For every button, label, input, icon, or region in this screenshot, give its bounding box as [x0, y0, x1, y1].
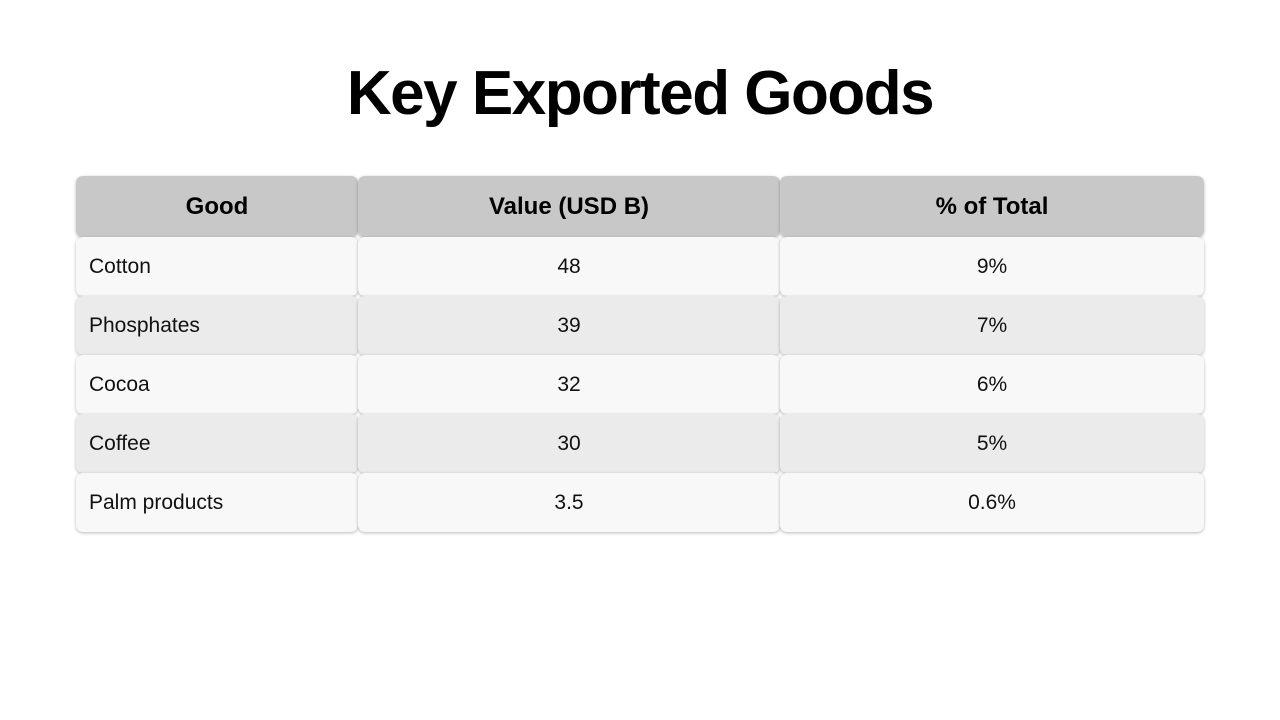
slide-title: Key Exported Goods [346, 59, 935, 128]
table-header-row: Good Value (USD B) % of Total [76, 176, 1204, 237]
cell-good: Palm products [76, 473, 358, 532]
cell-percent: 0.6% [780, 473, 1204, 532]
cell-value: 32 [358, 355, 780, 414]
cell-value: 30 [358, 414, 780, 473]
header-cell-value: Value (USD B) [358, 176, 780, 237]
cell-value: 39 [358, 296, 780, 355]
cell-percent: 7% [780, 296, 1204, 355]
cell-good: Cotton [76, 237, 358, 296]
cell-value: 3.5 [358, 473, 780, 532]
cell-percent: 9% [780, 237, 1204, 296]
header-cell-percent: % of Total [780, 176, 1204, 237]
table-row: Cotton 48 9% [76, 237, 1204, 296]
table-row: Palm products 3.5 0.6% [76, 473, 1204, 532]
cell-good: Cocoa [76, 355, 358, 414]
cell-percent: 5% [780, 414, 1204, 473]
cell-value: 48 [358, 237, 780, 296]
cell-percent: 6% [780, 355, 1204, 414]
exports-table: Good Value (USD B) % of Total Cotton 48 … [76, 176, 1204, 532]
table-row: Coffee 30 5% [76, 414, 1204, 473]
table-row: Phosphates 39 7% [76, 296, 1204, 355]
header-cell-good: Good [76, 176, 358, 237]
table-row: Cocoa 32 6% [76, 355, 1204, 414]
cell-good: Phosphates [76, 296, 358, 355]
cell-good: Coffee [76, 414, 358, 473]
